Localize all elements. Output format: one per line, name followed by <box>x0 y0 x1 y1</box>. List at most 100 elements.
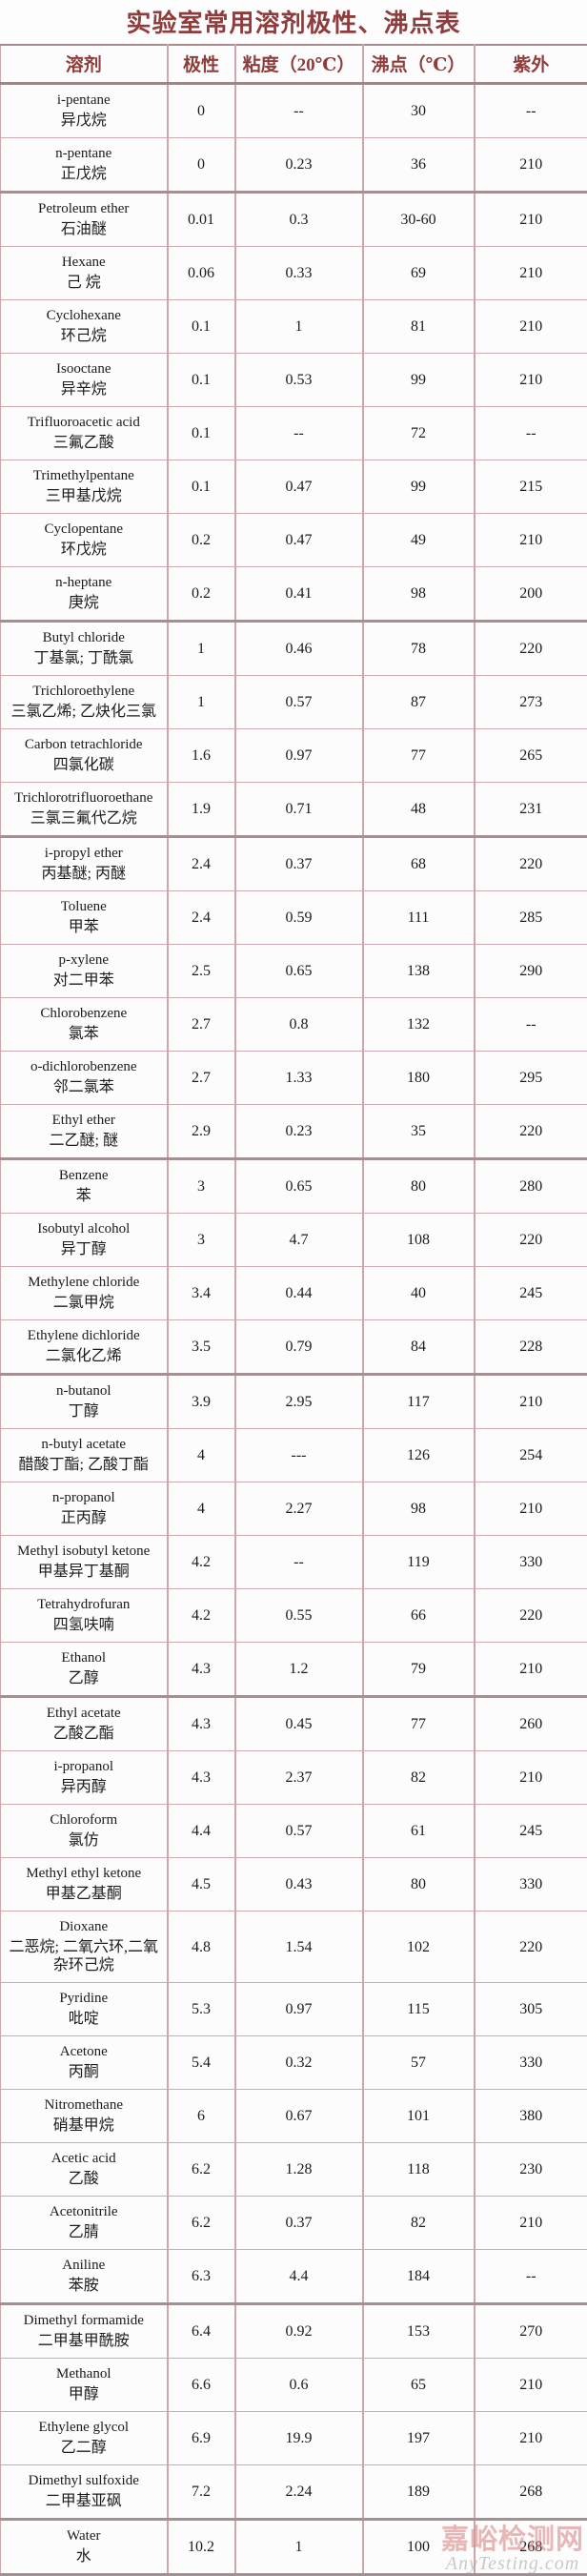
table-row: Petroleum ether 石油醚 0.01 0.3 30-60 210 <box>1 193 587 247</box>
uv-cell: 330 <box>475 2036 587 2090</box>
solvent-name-en: Ethyl ether <box>3 1113 165 1129</box>
solvent-name-zh: 对二甲苯 <box>3 971 165 990</box>
table-row: Dimethyl sulfoxide 二甲基亚砜 7.2 2.24 189 26… <box>1 2465 587 2520</box>
solvent-name-en: i-pentane <box>3 92 165 109</box>
table-row: Aniline 苯胺 6.3 4.4 184 -- <box>1 2250 587 2304</box>
polarity-cell: 3.4 <box>168 1267 235 1320</box>
viscosity-cell: -- <box>235 1536 363 1589</box>
viscosity-cell: 0.45 <box>235 1697 363 1751</box>
bp-cell: 197 <box>363 2412 475 2465</box>
uv-cell: 210 <box>475 2359 587 2412</box>
solvent-name-cell: Petroleum ether 石油醚 <box>1 193 168 247</box>
polarity-cell: 2.7 <box>168 998 235 1052</box>
solvent-name-zh: 甲苯 <box>3 918 165 936</box>
solvent-name-cell: n-butanol 丁醇 <box>1 1375 168 1429</box>
uv-cell: 285 <box>475 891 587 945</box>
bp-cell: 40 <box>363 1267 475 1320</box>
solvent-name-cell: Cyclohexane 环己烷 <box>1 300 168 354</box>
solvent-name-en: i-propyl ether <box>3 846 165 862</box>
solvent-name-cell: Acetic acid 乙酸 <box>1 2143 168 2197</box>
solvent-name-cell: Dioxane 二恶烷; 二氧六环,二氧杂环己烷 <box>1 1912 168 1983</box>
bp-cell: 138 <box>363 945 475 998</box>
polarity-cell: 6.4 <box>168 2304 235 2359</box>
viscosity-cell: 0.37 <box>235 2197 363 2250</box>
solvent-name-zh: 丁醇 <box>3 1402 165 1421</box>
solvent-name-en: Petroleum ether <box>3 201 165 217</box>
solvent-name-zh: 二甲基甲酰胺 <box>3 2332 165 2350</box>
bp-cell: 111 <box>363 891 475 945</box>
column-header-solvent: 溶剂 <box>1 45 168 84</box>
bp-cell: 78 <box>363 622 475 676</box>
viscosity-cell: 0.65 <box>235 945 363 998</box>
polarity-cell: 2.4 <box>168 891 235 945</box>
solvent-name-en: Dimethyl sulfoxide <box>3 2473 165 2489</box>
solvent-name-zh: 乙二醇 <box>3 2439 165 2457</box>
solvent-name-cell: Chloroform 氯仿 <box>1 1805 168 1858</box>
table-row: o-dichlorobenzene 邻二氯苯 2.7 1.33 180 295 <box>1 1052 587 1105</box>
solvent-name-cell: Isooctane 异辛烷 <box>1 354 168 407</box>
solvent-name-zh: 乙酸 <box>3 2170 165 2188</box>
solvent-name-zh: 异丙醇 <box>3 1778 165 1796</box>
bp-cell: 69 <box>363 247 475 300</box>
solvent-name-en: p-xylene <box>3 952 165 969</box>
solvent-name-en: Nitromethane <box>3 2097 165 2114</box>
solvent-name-zh: 硝基甲烷 <box>3 2116 165 2135</box>
table-row: Isobutyl alcohol 异丁醇 3 4.7 108 220 <box>1 1214 587 1267</box>
solvent-name-cell: Isobutyl alcohol 异丁醇 <box>1 1214 168 1267</box>
solvent-name-cell: n-propanol 正丙醇 <box>1 1482 168 1536</box>
solvent-name-en: Isooctane <box>3 361 165 378</box>
solvent-name-zh: 异辛烷 <box>3 380 165 399</box>
solvent-name-en: Acetic acid <box>3 2151 165 2167</box>
viscosity-cell: 0.33 <box>235 247 363 300</box>
bp-cell: 66 <box>363 1589 475 1643</box>
uv-cell: 210 <box>475 354 587 407</box>
uv-cell: 220 <box>475 1105 587 1159</box>
table-row: Ethyl acetate 乙酸乙酯 4.3 0.45 77 260 <box>1 1697 587 1751</box>
viscosity-cell: 0.97 <box>235 729 363 783</box>
table-row: Ethylene dichloride 二氯化乙烯 3.5 0.79 84 22… <box>1 1320 587 1375</box>
uv-cell: 220 <box>475 1589 587 1643</box>
polarity-cell: 4 <box>168 1429 235 1482</box>
bp-cell: 49 <box>363 514 475 567</box>
solvent-name-zh: 正戊烷 <box>3 165 165 183</box>
uv-cell: -- <box>475 998 587 1052</box>
table-row: Chloroform 氯仿 4.4 0.57 61 245 <box>1 1805 587 1858</box>
table-row: Ethylene glycol 乙二醇 6.9 19.9 197 210 <box>1 2412 587 2465</box>
solvent-name-en: Ethyl acetate <box>3 1706 165 1722</box>
solvent-name-cell: Methyl ethyl ketone 甲基乙基酮 <box>1 1858 168 1912</box>
solvent-name-en: Methanol <box>3 2366 165 2382</box>
solvent-name-cell: Benzene 苯 <box>1 1159 168 1214</box>
solvent-name-zh: 丁基氯; 丁酰氯 <box>3 649 165 667</box>
solvent-name-zh: 二甲基亚砜 <box>3 2492 165 2510</box>
uv-cell: 330 <box>475 1858 587 1912</box>
polarity-cell: 1 <box>168 676 235 729</box>
viscosity-cell: 0.47 <box>235 514 363 567</box>
page-title: 实验室常用溶剂极性、沸点表 <box>0 0 587 44</box>
bp-cell: 77 <box>363 729 475 783</box>
solvent-name-en: Toluene <box>3 899 165 915</box>
table-row: Benzene 苯 3 0.65 80 280 <box>1 1159 587 1214</box>
solvent-name-en: Ethylene dichloride <box>3 1328 165 1344</box>
solvent-name-cell: Chlorobenzene 氯苯 <box>1 998 168 1052</box>
viscosity-cell: --- <box>235 1429 363 1482</box>
uv-cell: 210 <box>475 2412 587 2465</box>
polarity-cell: 4.5 <box>168 1858 235 1912</box>
solvent-name-en: Tetrahydrofuran <box>3 1597 165 1613</box>
bp-cell: 65 <box>363 2359 475 2412</box>
table-row: Trichlorotrifluoroethane 三氯三氟代乙烷 1.9 0.7… <box>1 783 587 837</box>
column-header-bp: 沸点（℃） <box>363 45 475 84</box>
bp-cell: 119 <box>363 1536 475 1589</box>
solvent-name-en: Trimethylpentane <box>3 468 165 484</box>
solvent-name-cell: Trifluoroacetic acid 三氟乙酸 <box>1 407 168 460</box>
solvent-name-cell: Trimethylpentane 三甲基戊烷 <box>1 460 168 514</box>
table-row: Butyl chloride 丁基氯; 丁酰氯 1 0.46 78 220 <box>1 622 587 676</box>
table-row: Water 水 10.2 1 100 268 <box>1 2520 587 2575</box>
solvent-name-zh: 水 <box>3 2547 165 2566</box>
table-row: Toluene 甲苯 2.4 0.59 111 285 <box>1 891 587 945</box>
solvent-name-zh: 乙酸乙酯 <box>3 1725 165 1743</box>
solvent-name-zh: 乙腈 <box>3 2223 165 2241</box>
solvent-name-cell: p-xylene 对二甲苯 <box>1 945 168 998</box>
table-row: Methanol 甲醇 6.6 0.6 65 210 <box>1 2359 587 2412</box>
solvent-name-en: Water <box>3 2528 165 2545</box>
solvent-name-zh: 丙基醚; 丙醚 <box>3 865 165 883</box>
